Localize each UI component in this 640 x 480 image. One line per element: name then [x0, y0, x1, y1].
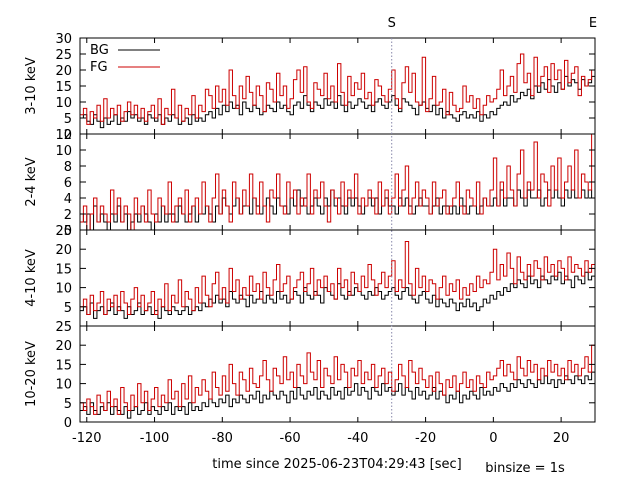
panel-frame [79, 133, 596, 231]
x-tick-label: -40 [347, 431, 368, 446]
x-tick-label: -60 [279, 431, 300, 446]
y-tick-label: 15 [55, 80, 72, 95]
x-tick-label: -80 [212, 431, 233, 446]
y-tick-label: 0 [64, 128, 72, 143]
x-tick-label: -120 [72, 431, 102, 446]
panel-3: 0 5 10 15 20 25 10-20 keV [24, 320, 596, 431]
y-tick-label: 20 [55, 243, 72, 258]
y-tick-label: 10 [55, 144, 72, 159]
x-tick-label: -20 [415, 431, 436, 446]
marker-label: S [388, 16, 396, 31]
y-axis-label: 4-10 keV [24, 249, 39, 307]
x-axis-label: time since 2025-06-23T04:29:43 [sec] [212, 457, 461, 472]
y-tick-label: 12 [55, 128, 72, 143]
y-axis-label: 3-10 keV [24, 57, 39, 115]
y-tick-label: 20 [55, 339, 72, 354]
binsize-label: binsize = 1s [485, 461, 565, 476]
y-tick-label: 2 [64, 208, 72, 223]
y-tick-label: 25 [55, 48, 72, 63]
y-tick-label: 5 [64, 301, 72, 316]
y-tick-label: 10 [55, 282, 72, 297]
y-tick-label: 15 [55, 358, 72, 373]
x-tick-label: -100 [140, 431, 170, 446]
y-tick-label: 25 [55, 320, 72, 335]
y-axis-label: 10-20 keV [24, 341, 39, 407]
legend-fg-label: FG [90, 60, 108, 75]
legend: BG FG [90, 43, 160, 75]
series-fg-line [80, 241, 595, 315]
y-tick-label: 10 [55, 378, 72, 393]
legend-bg-label: BG [90, 43, 109, 58]
y-tick-label: 4 [64, 192, 72, 207]
y-tick-label: 15 [55, 262, 72, 277]
y-tick-label: 25 [55, 224, 72, 239]
y-tick-label: 30 [55, 32, 72, 47]
panel-2: 5 10 15 20 25 4-10 keV [24, 224, 596, 327]
marker-label: E [589, 16, 597, 31]
y-tick-label: 0 [64, 224, 72, 239]
y-tick-label: 10 [55, 96, 72, 111]
y-tick-label: 5 [64, 397, 72, 412]
y-tick-label: 0 [64, 416, 72, 431]
series-bg-line [80, 371, 595, 419]
y-tick-label: 20 [55, 64, 72, 79]
y-axis-label: 2-4 keV [24, 157, 39, 206]
y-tick-label: 6 [64, 176, 72, 191]
panel-frame [79, 325, 596, 423]
x-tick-label: 0 [489, 431, 497, 446]
series-fg-line [80, 344, 595, 415]
y-tick-label: 5 [64, 112, 72, 127]
series-fg-line [80, 133, 595, 231]
series-fg-line [80, 53, 595, 125]
y-tick-label: 8 [64, 160, 72, 175]
x-tick-label: 20 [553, 431, 570, 446]
